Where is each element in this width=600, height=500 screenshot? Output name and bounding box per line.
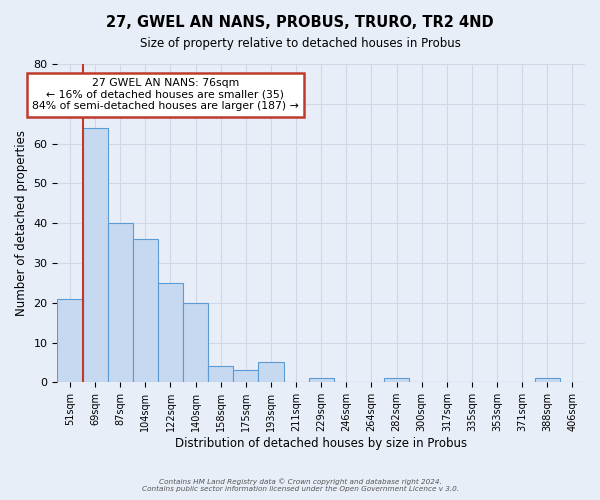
Bar — [384, 378, 409, 382]
Bar — [183, 303, 208, 382]
Text: 27 GWEL AN NANS: 76sqm
← 16% of detached houses are smaller (35)
84% of semi-det: 27 GWEL AN NANS: 76sqm ← 16% of detached… — [32, 78, 299, 111]
Bar — [259, 362, 284, 382]
Bar — [133, 239, 158, 382]
Text: Size of property relative to detached houses in Probus: Size of property relative to detached ho… — [140, 38, 460, 51]
Text: 27, GWEL AN NANS, PROBUS, TRURO, TR2 4ND: 27, GWEL AN NANS, PROBUS, TRURO, TR2 4ND — [106, 15, 494, 30]
Bar — [308, 378, 334, 382]
Bar — [158, 283, 183, 382]
X-axis label: Distribution of detached houses by size in Probus: Distribution of detached houses by size … — [175, 437, 467, 450]
Bar — [83, 128, 107, 382]
Bar — [208, 366, 233, 382]
Bar — [107, 223, 133, 382]
Bar — [58, 299, 83, 382]
Y-axis label: Number of detached properties: Number of detached properties — [15, 130, 28, 316]
Bar — [233, 370, 259, 382]
Text: Contains HM Land Registry data © Crown copyright and database right 2024.
Contai: Contains HM Land Registry data © Crown c… — [142, 478, 458, 492]
Bar — [535, 378, 560, 382]
